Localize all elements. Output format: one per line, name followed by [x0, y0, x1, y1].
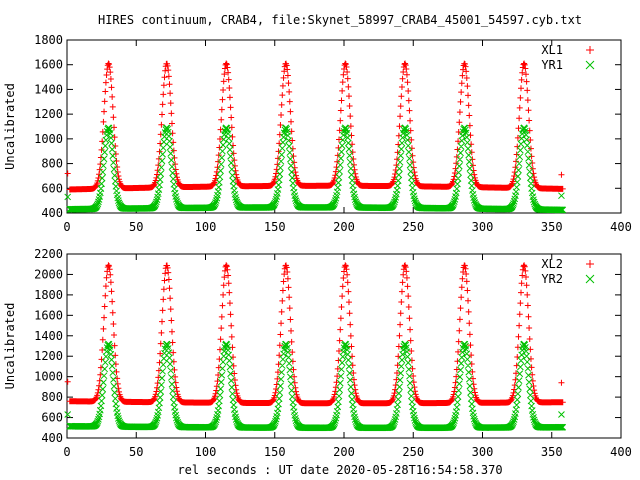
- legend-marker: [585, 60, 595, 70]
- x-tick-label: 100: [195, 220, 217, 234]
- y-tick-label: 800: [41, 157, 63, 171]
- panel-1: 400 600 800 1000 1200 1400 1600 1800 0 50 100 150 20…: [3, 33, 632, 234]
- series-XL1: [64, 60, 566, 193]
- x-tick-label: 50: [129, 445, 143, 459]
- y-tick-label: 2000: [34, 267, 63, 281]
- x-tick-label: 400: [610, 445, 632, 459]
- y-tick-label: 400: [41, 206, 63, 220]
- y-tick-label: 1600: [34, 58, 63, 72]
- x-tick-label: 300: [472, 445, 494, 459]
- y-axis-label: Uncalibrated: [3, 83, 17, 170]
- series-markers-XL2: [64, 262, 566, 407]
- y-tick-label: 1400: [34, 329, 63, 343]
- x-tick-label: 0: [63, 445, 70, 459]
- legend-label: XL2: [541, 257, 563, 271]
- x-tick-label: 250: [402, 445, 424, 459]
- x-tick-label: 0: [63, 220, 70, 234]
- legend-marker: [586, 260, 594, 268]
- x-axis-label: rel seconds : UT date 2020-05-28T16:54:5…: [177, 463, 502, 477]
- series-YR2: [64, 340, 567, 432]
- x-tick-label: 350: [541, 445, 563, 459]
- x-tick-label: 200: [333, 445, 355, 459]
- y-tick-label: 1200: [34, 349, 63, 363]
- series-markers-YR1: [64, 124, 567, 214]
- y-tick-label: 1800: [34, 33, 63, 47]
- y-axis-label: Uncalibrated: [3, 303, 17, 390]
- y-tick-label: 600: [41, 411, 63, 425]
- legend-marker: [585, 274, 595, 284]
- series-markers-XL1: [64, 60, 566, 193]
- y-tick-label: 400: [41, 431, 63, 445]
- y-tick-label: 2200: [34, 247, 63, 261]
- legend-label: YR1: [541, 58, 563, 72]
- x-tick-label: 300: [472, 220, 494, 234]
- x-tick-label: 250: [402, 220, 424, 234]
- series-markers-YR2: [64, 340, 567, 432]
- x-tick-label: 350: [541, 220, 563, 234]
- x-tick-label: 400: [610, 220, 632, 234]
- y-tick-label: 1800: [34, 288, 63, 302]
- chart-title: HIRES continuum, CRAB4, file:Skynet_5899…: [98, 13, 582, 27]
- series-YR1: [64, 124, 567, 214]
- y-tick-label: 1600: [34, 308, 63, 322]
- x-tick-label: 200: [333, 220, 355, 234]
- legend-label: YR2: [541, 272, 563, 286]
- y-tick-label: 1000: [34, 132, 63, 146]
- y-tick-label: 1000: [34, 370, 63, 384]
- x-tick-label: 150: [264, 445, 286, 459]
- y-tick-label: 1400: [34, 82, 63, 96]
- x-tick-label: 100: [195, 445, 217, 459]
- y-tick-label: 600: [41, 181, 63, 195]
- legend-label: XL1: [541, 43, 563, 57]
- y-tick-label: 1200: [34, 107, 63, 121]
- x-tick-label: 50: [129, 220, 143, 234]
- series-XL2: [64, 262, 566, 407]
- panel-2: 400 600 800 1000 1200 1400 1600 1800 2000 2200 0 50…: [3, 247, 632, 459]
- y-tick-label: 800: [41, 390, 63, 404]
- x-tick-label: 150: [264, 220, 286, 234]
- legend-marker: [586, 46, 594, 54]
